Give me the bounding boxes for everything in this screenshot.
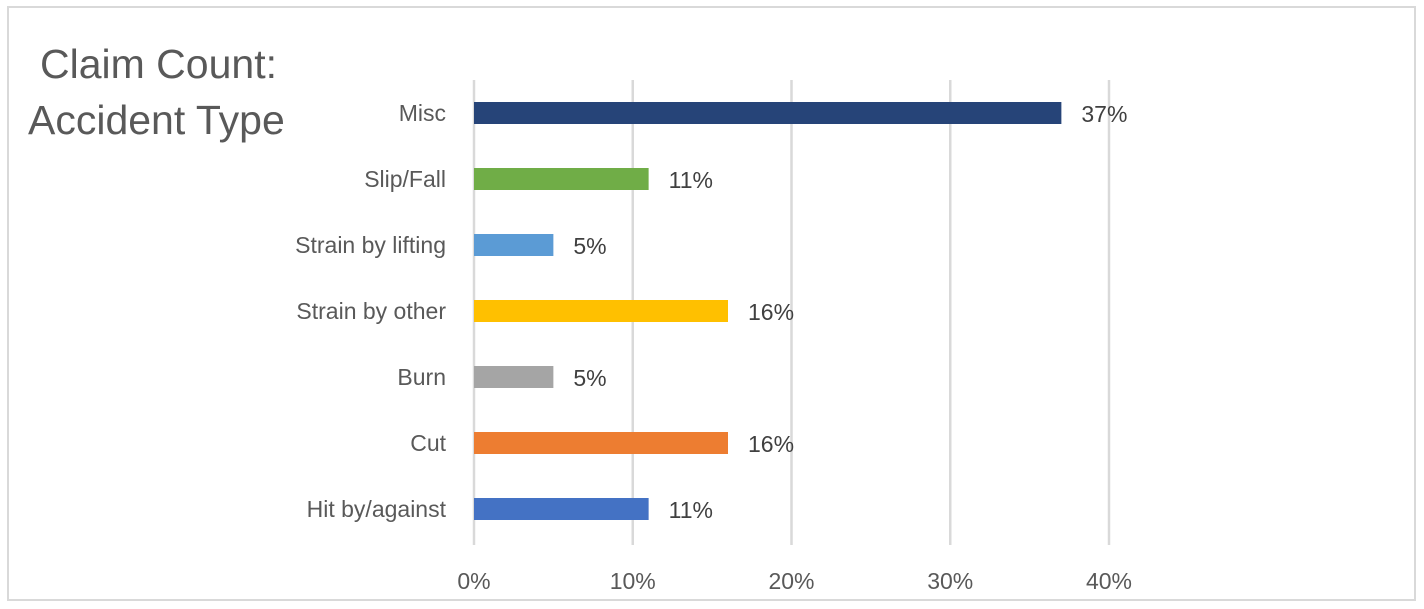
category-label: Misc [399,100,446,126]
bar [474,102,1062,124]
category-label: Strain by lifting [295,232,446,258]
data-label: 5% [573,233,606,259]
category-label: Burn [397,364,446,390]
bar [474,432,728,454]
x-tick-label: 30% [927,568,973,594]
category-labels: Misc Slip/Fall Strain by lifting Strain by … [295,100,446,522]
data-label: 11% [669,167,713,193]
x-tick-label: 10% [610,568,656,594]
bar [474,300,728,322]
data-label: 37% [1081,101,1127,127]
x-axis-tick-labels: 0% 10% 20% 30% 40% [457,568,1132,594]
bar [474,366,554,388]
bar [474,498,649,520]
chart-title-line-2: Accident Type [28,97,285,143]
category-label: Hit by/against [307,496,447,522]
data-label: 16% [748,431,794,457]
category-label: Slip/Fall [364,166,446,192]
chart-title: Claim Count: Accident Type [28,36,285,148]
x-tick-label: 20% [768,568,814,594]
category-label: Strain by other [296,298,446,324]
bar [474,168,649,190]
x-tick-label: 0% [457,568,490,594]
data-label: 16% [748,299,794,325]
category-label: Cut [410,430,446,456]
bars [474,102,1062,520]
chart-title-line-1: Claim Count: [40,41,277,87]
data-label: 11% [669,497,713,523]
data-label: 5% [573,365,606,391]
bar [474,234,554,256]
data-labels: 37% 11% 5% 16% 5% 16% 11% [573,101,1127,523]
x-tick-label: 40% [1086,568,1132,594]
